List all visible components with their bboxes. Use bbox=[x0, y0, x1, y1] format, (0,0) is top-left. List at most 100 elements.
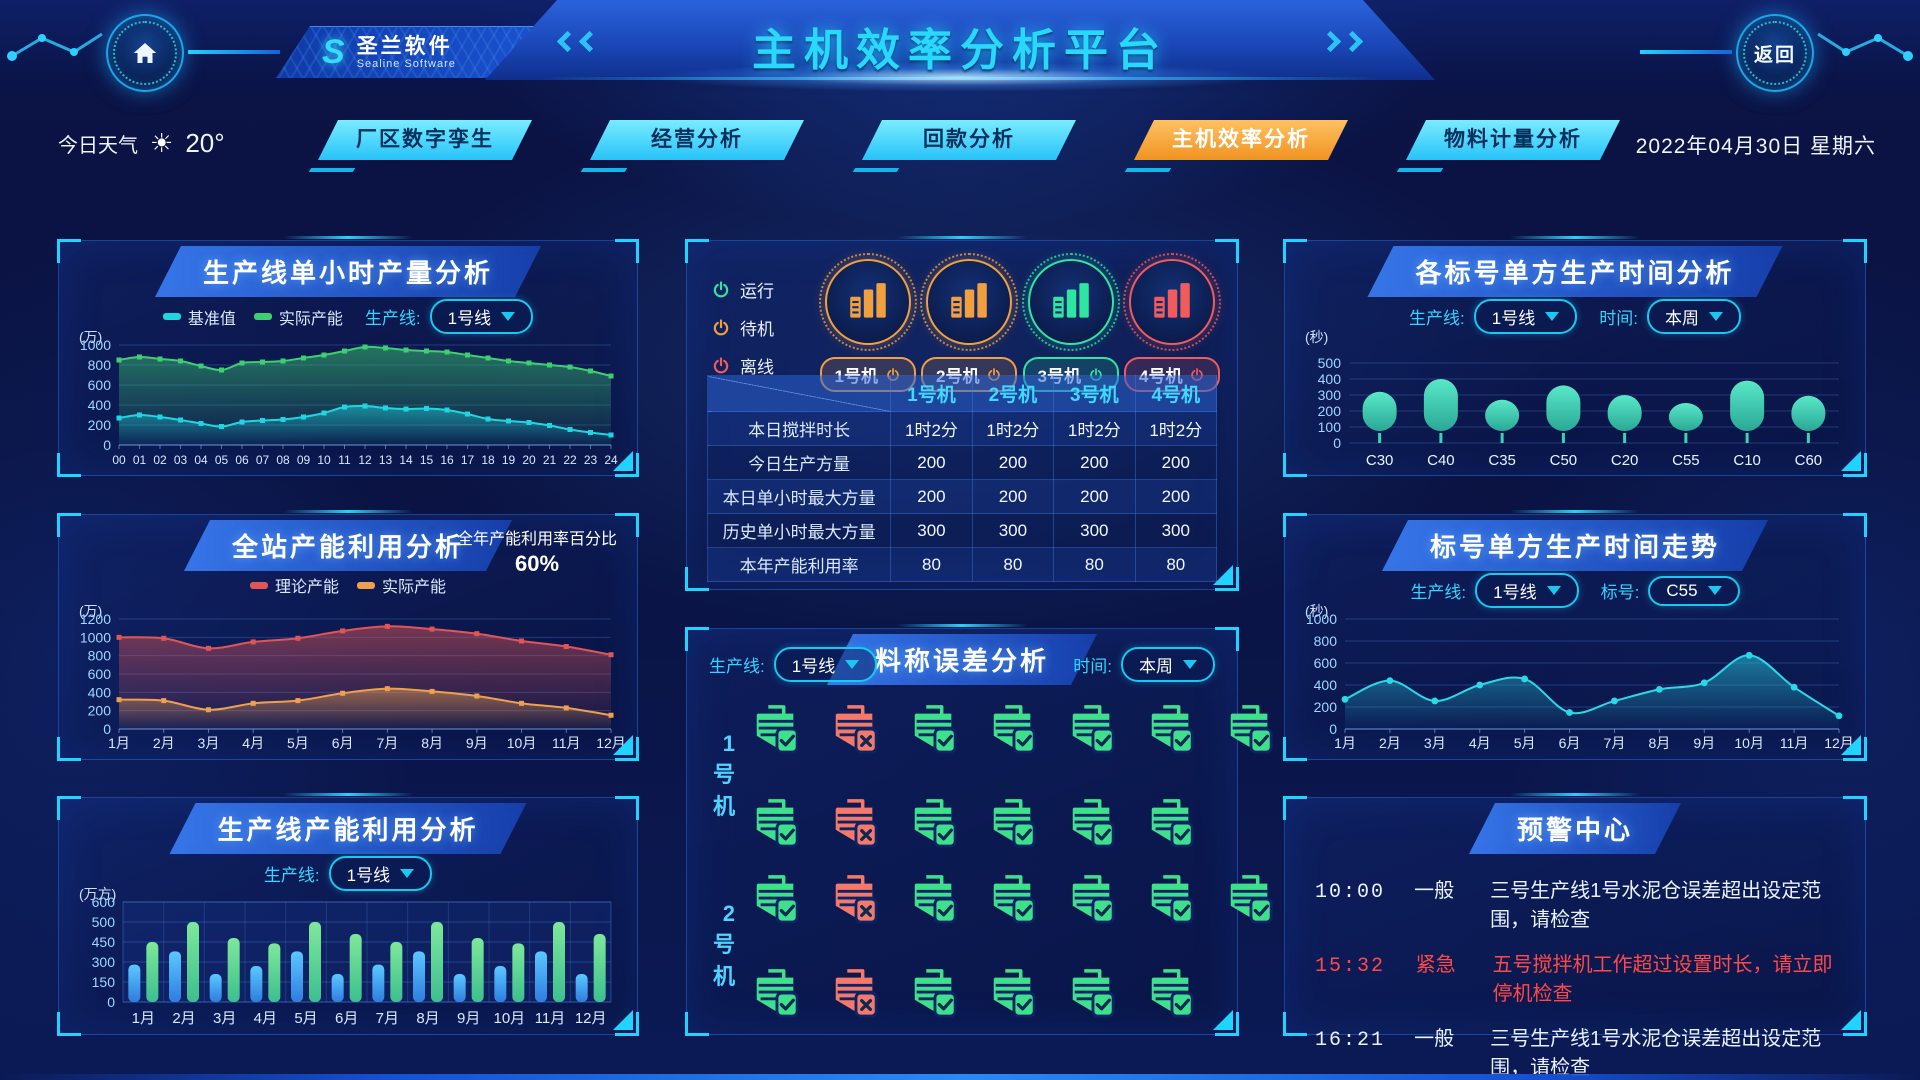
svg-text:1200: 1200 bbox=[80, 611, 111, 627]
dropdown-value: 1号线 bbox=[1493, 583, 1537, 602]
panel-corner bbox=[685, 239, 709, 263]
status-legend-item: 待机 bbox=[711, 315, 774, 340]
scale-ok-icon bbox=[1230, 875, 1273, 924]
tab-1[interactable]: 厂区数字孪生 bbox=[318, 120, 532, 160]
hourly-line-select: 生产线: 1号线 bbox=[365, 299, 534, 334]
alert-item: 16:21 一般 三号生产线1号水泥仓误差超出设定范围，请检查 bbox=[1315, 1022, 1847, 1080]
panel-triangle-accent bbox=[1841, 451, 1861, 471]
tab-underline bbox=[308, 168, 356, 172]
svg-text:C55: C55 bbox=[1672, 452, 1700, 469]
table-diagonal-cell bbox=[706, 375, 892, 412]
tab-underline bbox=[1124, 168, 1172, 172]
svg-text:03: 03 bbox=[174, 453, 188, 467]
error-group-1: 1号机 bbox=[713, 703, 1273, 849]
machine-status-ring bbox=[920, 253, 1019, 351]
panel-triangle-accent bbox=[1841, 1010, 1861, 1030]
panel-triangle-accent bbox=[1213, 1010, 1233, 1030]
svg-text:5月: 5月 bbox=[1514, 735, 1536, 751]
table-cell: 历史单小时最大方量 bbox=[706, 513, 892, 548]
y-axis-unit: (秒) bbox=[1305, 603, 1329, 619]
error-group-label: 2号机 bbox=[713, 901, 737, 989]
chevron-down-icon bbox=[1707, 586, 1722, 595]
logo-subtitle: Sealine Software bbox=[356, 57, 456, 70]
back-button[interactable]: 返回 bbox=[1736, 14, 1814, 92]
tab-2[interactable]: 经营分析 bbox=[590, 120, 804, 160]
line-capacity-dropdown[interactable]: 1号线 bbox=[328, 856, 433, 891]
tab-4[interactable]: 主机效率分析 bbox=[1134, 120, 1348, 160]
circuit-decoration-right bbox=[1817, 32, 1913, 61]
error-line-dropdown[interactable]: 1号线 bbox=[773, 647, 878, 682]
svg-text:C10: C10 bbox=[1733, 452, 1761, 469]
svg-text:1月: 1月 bbox=[132, 1010, 155, 1027]
home-button[interactable] bbox=[106, 14, 184, 92]
table-row: 本日单小时最大方量 200 200 200 200 bbox=[706, 479, 1218, 514]
panel-corner bbox=[615, 239, 639, 263]
table-cell: 80 bbox=[971, 547, 1055, 582]
note-line1: 全年产能利用率百分比 bbox=[456, 531, 617, 548]
scale-ok-icon bbox=[1151, 969, 1194, 1018]
svg-text:200: 200 bbox=[88, 417, 112, 433]
svg-text:06: 06 bbox=[235, 453, 249, 467]
error-icon-row bbox=[750, 873, 1276, 925]
svg-text:7月: 7月 bbox=[376, 735, 398, 751]
svg-text:11: 11 bbox=[338, 453, 351, 467]
page-title: 主机效率分析平台 bbox=[752, 26, 1168, 75]
legend-item: 基准值 bbox=[162, 305, 236, 329]
panel-corner bbox=[57, 796, 81, 820]
scale-ok-icon bbox=[914, 875, 957, 924]
machine-card-2: 2号机 bbox=[919, 253, 1021, 392]
panel-hourly-output: 生产线单小时产量分析 基准值 实际产能 生产线: 1号线 (万) 0 200 400 6… bbox=[57, 239, 639, 477]
table-row: 历史单小时最大方量 300 300 300 300 bbox=[706, 513, 1218, 548]
svg-text:4月: 4月 bbox=[254, 1010, 277, 1027]
panel-corner bbox=[1843, 513, 1867, 537]
status-legend-item: 运行 bbox=[711, 277, 774, 302]
hourly-output-chart: 0 200 400 600 800 1000 00 01 02 03 04 05 06 07 08 09 10 1… bbox=[69, 337, 625, 469]
tab-5[interactable]: 物料计量分析 bbox=[1406, 120, 1620, 160]
svg-text:12: 12 bbox=[358, 453, 372, 467]
dropdown-value: 本周 bbox=[1139, 657, 1173, 676]
legend-swatch bbox=[357, 581, 375, 589]
grade-time-time-dropdown[interactable]: 本周 bbox=[1646, 299, 1741, 334]
panel-corner bbox=[615, 796, 639, 820]
circuit-decoration-left bbox=[7, 32, 103, 61]
dropdown-label: 生产线: bbox=[709, 657, 765, 676]
tab-3[interactable]: 回款分析 bbox=[862, 120, 1076, 160]
machine-status-table: 1号机 2号机 3号机 4号机 本日搅拌时长 1时2分 1时2分 1时2分 1时2分 今日生产方量… bbox=[706, 375, 1218, 582]
table-cell: 本日单小时最大方量 bbox=[706, 479, 892, 514]
panel-triangle-accent bbox=[1841, 735, 1861, 755]
trend-line-dropdown[interactable]: 1号线 bbox=[1475, 573, 1579, 608]
dropdown-label: 生产线: bbox=[1409, 309, 1465, 328]
panel-title: 预警中心 bbox=[1469, 803, 1681, 854]
scale-error-icon bbox=[835, 799, 878, 848]
table-header-machine: 3号机 bbox=[1053, 375, 1136, 412]
trend-grade-dropdown[interactable]: C55 bbox=[1648, 575, 1740, 606]
table-cell: 200 bbox=[1053, 445, 1136, 480]
svg-text:22: 22 bbox=[563, 453, 577, 467]
svg-text:9月: 9月 bbox=[457, 1010, 480, 1027]
panel-alert-center: 预警中心 10:00 一般 三号生产线1号水泥仓误差超出设定范围，请检查 15:3… bbox=[1283, 796, 1867, 1079]
svg-text:13: 13 bbox=[379, 453, 393, 467]
svg-text:1000: 1000 bbox=[80, 629, 111, 645]
svg-text:800: 800 bbox=[1314, 633, 1338, 649]
svg-text:7月: 7月 bbox=[376, 1010, 399, 1027]
svg-text:600: 600 bbox=[1314, 655, 1338, 671]
table-cell: 80 bbox=[1053, 547, 1136, 582]
svg-text:09: 09 bbox=[297, 453, 311, 467]
svg-text:11月: 11月 bbox=[552, 735, 581, 751]
panel-title: 各标号单方生产时间分析 bbox=[1367, 246, 1782, 297]
dropdown-value: 1号线 bbox=[1491, 309, 1536, 328]
svg-text:20: 20 bbox=[522, 453, 536, 467]
hourly-line-dropdown[interactable]: 1号线 bbox=[429, 299, 534, 334]
svg-text:9月: 9月 bbox=[1693, 735, 1715, 751]
table-cell: 300 bbox=[890, 513, 973, 548]
power-icon bbox=[713, 280, 729, 297]
machine-card-4: 4号机 bbox=[1122, 253, 1224, 392]
error-icon-row bbox=[750, 703, 1276, 755]
grade-time-line-dropdown[interactable]: 1号线 bbox=[1473, 299, 1578, 334]
scale-ok-icon bbox=[914, 799, 957, 848]
error-time-dropdown[interactable]: 本周 bbox=[1121, 647, 1215, 682]
svg-text:11月: 11月 bbox=[535, 1010, 566, 1027]
error-group-label: 1号机 bbox=[713, 731, 737, 819]
svg-text:00: 00 bbox=[112, 453, 126, 467]
